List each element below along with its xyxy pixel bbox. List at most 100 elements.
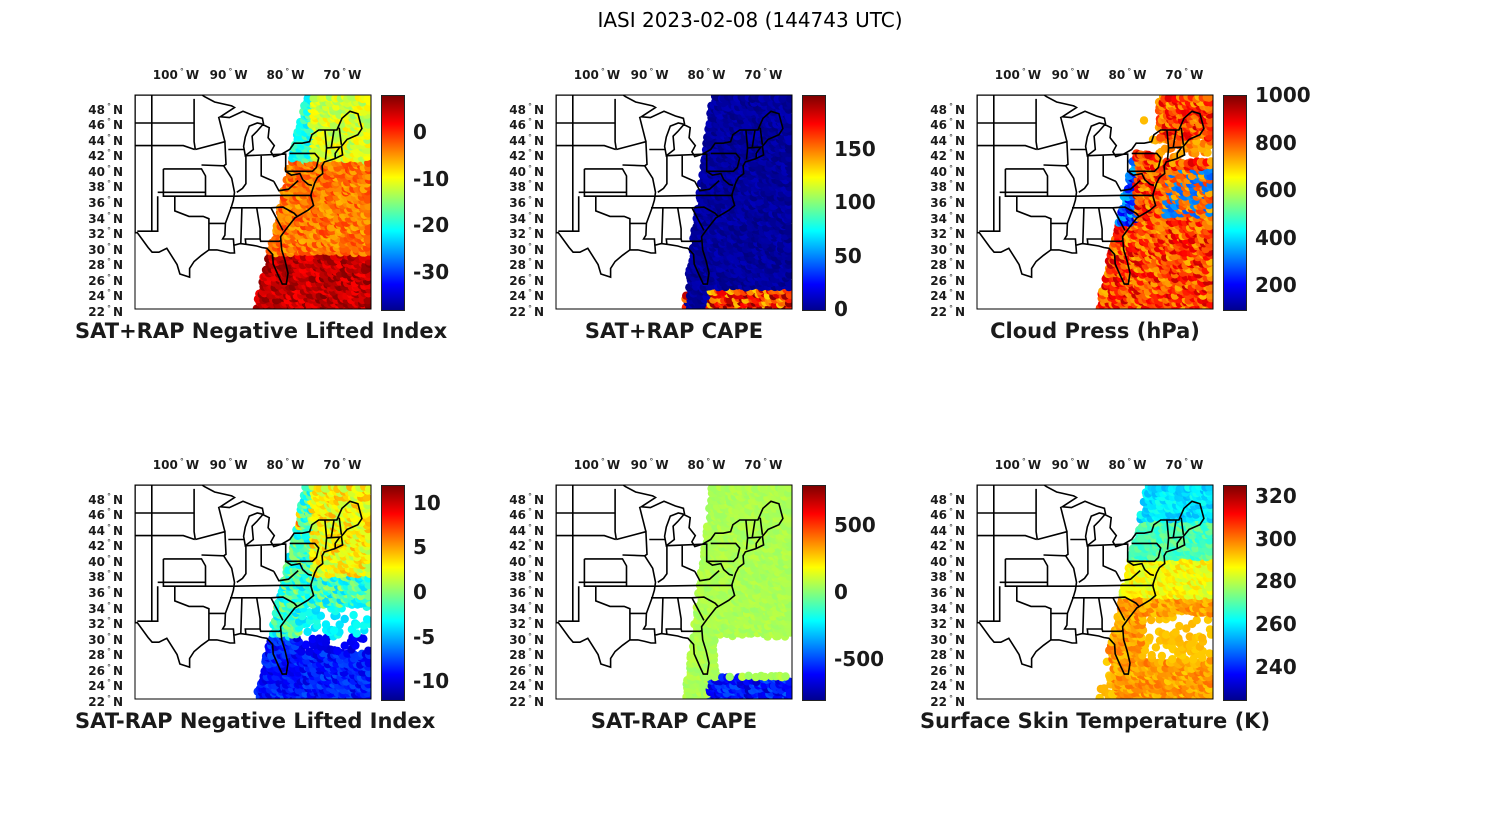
latitude-label: 40 ° N [88, 163, 123, 179]
map-panel-3: 100 ° W 90 ° W 80 ° W 70 ° W 48 ° N 46 ° N 44 ° N 42 ° N 40 ° N 38 °… [917, 67, 1347, 395]
colorbar-tick-label: 0 [834, 297, 848, 321]
state-border [977, 144, 1037, 151]
state-border [330, 129, 335, 149]
longitude-label: 80 ° W [266, 457, 305, 472]
colorbar-tick-label: -10 [413, 166, 450, 191]
latitude-label: 30 ° N [88, 241, 123, 257]
state-border [273, 180, 299, 192]
state-border [1112, 207, 1126, 231]
latitude-label: 36 ° N [509, 195, 544, 211]
state-border [217, 116, 226, 142]
latitude-label: 48 ° N [88, 491, 123, 507]
state-border [244, 207, 261, 245]
latitude-label: 38 ° N [509, 179, 544, 195]
figure-title: IASI 2023-02-08 (144743 UTC) [597, 8, 903, 32]
colorbar-tick-label: 150 [834, 136, 876, 161]
latitude-label: 38 ° N [88, 569, 123, 585]
latitude-label: 48 ° N [509, 101, 544, 117]
colorbar [381, 95, 405, 311]
colorbar-tick-label: -20 [413, 213, 450, 238]
state-border [694, 180, 720, 192]
state-border [638, 116, 647, 142]
latitude-label: 40 ° N [509, 163, 544, 179]
data-point [785, 223, 792, 232]
state-border [751, 129, 756, 149]
latitude-label: 22 ° N [88, 304, 123, 319]
data-point [362, 615, 371, 624]
latitude-label: 30 ° N [88, 631, 123, 647]
state-border [221, 165, 236, 246]
latitude-label: 28 ° N [88, 647, 123, 663]
latitude-label: 24 ° N [509, 288, 544, 304]
map-frame [555, 94, 793, 310]
coastline [977, 95, 1205, 285]
latitude-label: 28 ° N [930, 257, 965, 273]
state-border [1102, 155, 1117, 183]
state-border [174, 196, 210, 250]
latitude-label: 24 ° N [88, 678, 123, 694]
latitude-label: 22 ° N [88, 694, 123, 709]
longitude-label: 70 ° W [744, 67, 783, 82]
data-point [352, 620, 361, 629]
map-panel-4: 100 ° W 90 ° W 80 ° W 70 ° W 48 ° N 46 ° N 44 ° N 42 ° N 40 ° N 38 °… [75, 457, 505, 785]
colorbar [802, 95, 826, 311]
state-border [1059, 116, 1068, 142]
map-frame [134, 94, 372, 310]
state-border [642, 165, 657, 246]
data-point [333, 646, 342, 656]
data-point [786, 95, 792, 103]
latitude-label: 30 ° N [930, 241, 965, 257]
retrieval-points [253, 485, 371, 699]
latitude-label: 34 ° N [88, 210, 123, 226]
longitude-label: 90 ° W [630, 67, 669, 82]
data-point [335, 620, 344, 629]
state-border [1035, 98, 1039, 150]
latitude-label: 38 ° N [930, 179, 965, 195]
state-border [1016, 196, 1052, 250]
state-border [1087, 153, 1128, 157]
state-border [234, 194, 312, 197]
state-border [195, 140, 227, 167]
latitude-labels: 48 ° N 46 ° N 44 ° N 42 ° N 40 ° N 38 ° N 36 ° N 34 ° N 32 ° N 30 ° N… [63, 95, 123, 319]
latitude-labels: 48 ° N 46 ° N 44 ° N 42 ° N 40 ° N 38 ° N 36 ° N 34 ° N 32 ° N 30 ° N… [484, 95, 544, 318]
longitude-label: 90 ° W [1051, 67, 1090, 82]
state-border [270, 207, 284, 231]
latitude-label: 38 ° N [88, 179, 123, 195]
longitude-label: 80 ° W [687, 67, 726, 82]
latitude-label: 46 ° N [88, 507, 123, 523]
state-border [1127, 170, 1155, 187]
state-border [747, 146, 763, 159]
map-frame [976, 94, 1214, 310]
data-point [1204, 95, 1213, 102]
state-border [595, 196, 631, 250]
state-border [1086, 207, 1103, 245]
latitude-labels: 48 ° N 46 ° N 44 ° N 42 ° N 40 ° N 38 ° N 36 ° N 34 ° N 32 ° N 30 ° N… [63, 485, 123, 709]
longitude-label: 70 ° W [1165, 67, 1204, 82]
retrieval-points [1095, 95, 1213, 309]
map-plot [555, 94, 793, 310]
colorbar-tick-label: -30 [413, 259, 450, 284]
latitude-label: 32 ° N [509, 226, 544, 242]
data-point [321, 620, 331, 629]
latitude-label: 44 ° N [930, 132, 965, 148]
colorbar-tick-label: 100 [834, 190, 876, 214]
state-border [681, 155, 696, 183]
state-border [1072, 206, 1140, 217]
state-border [230, 206, 298, 217]
latitude-label: 46 ° N [509, 117, 544, 133]
map-plot [134, 484, 372, 700]
state-border [1063, 165, 1078, 246]
state-border [137, 196, 159, 232]
latitude-label: 32 ° N [88, 616, 123, 632]
latitude-label: 22 ° N [930, 304, 965, 319]
panel-title: Cloud Press (hPa) [990, 319, 1200, 343]
state-border [1115, 180, 1141, 192]
latitude-label: 26 ° N [88, 272, 123, 288]
state-border [666, 153, 707, 157]
state-border [657, 155, 668, 193]
colorbar [1223, 95, 1247, 311]
longitude-label: 90 ° W [209, 457, 248, 472]
state-border [236, 155, 247, 193]
latitude-label: 28 ° N [88, 257, 123, 273]
coastline [556, 95, 784, 285]
